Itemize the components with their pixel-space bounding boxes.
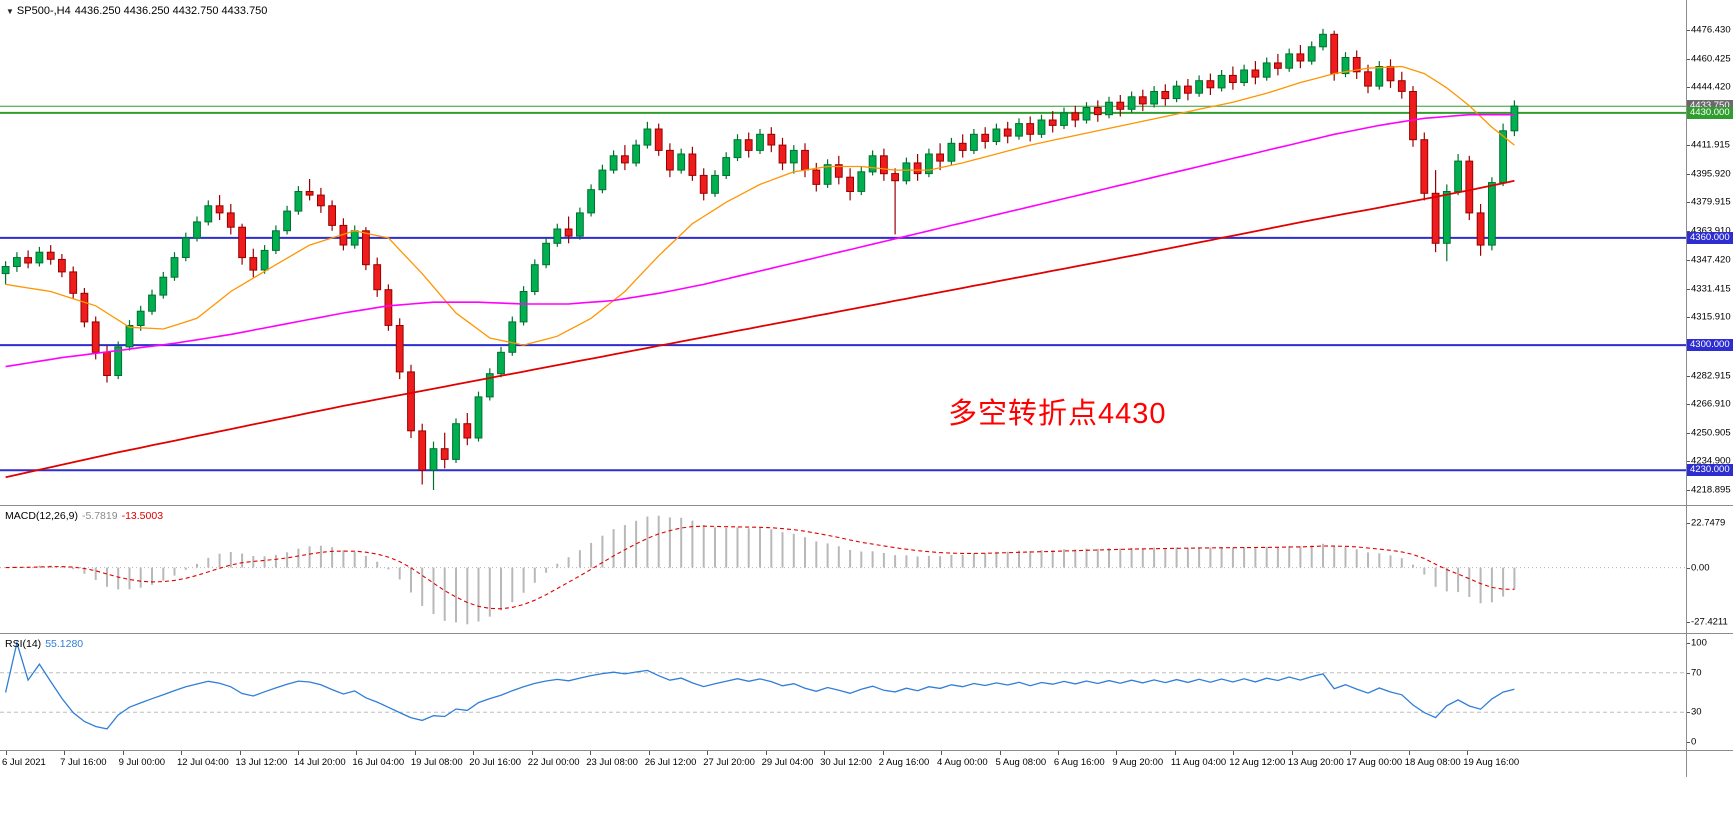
axis-separator-line — [1686, 0, 1687, 777]
rsi-tick-label: 70 — [1691, 667, 1702, 679]
macd-chart[interactable] — [0, 507, 1686, 633]
rsi-panel[interactable]: RSI(14) 55.1280 — [0, 635, 1686, 750]
price-tick-label: 4460.425 — [1691, 53, 1731, 64]
price-tick-label: 4363.910 — [1691, 226, 1731, 237]
time-axis-label: 17 Aug 00:00 — [1346, 757, 1403, 768]
time-axis-label: 20 Jul 16:00 — [469, 757, 522, 768]
time-axis-label: 13 Aug 20:00 — [1287, 757, 1344, 768]
time-axis-label: 16 Jul 04:00 — [352, 757, 405, 768]
time-axis-label: 5 Aug 08:00 — [995, 757, 1047, 768]
panel-separator — [0, 750, 1733, 751]
macd-signal-value: -13.5003 — [121, 510, 164, 522]
time-axis-label: 7 Jul 16:00 — [60, 757, 107, 768]
time-axis[interactable]: 6 Jul 2021 7 Jul 16:00 9 Jul 00:00 12 Jul 0… — [0, 751, 1733, 777]
time-axis-label: 4 Aug 00:00 — [937, 757, 988, 768]
ohlc-values: 4436.250 4436.250 4432.750 4433.750 — [74, 5, 268, 17]
time-axis-label: 6 Aug 16:00 — [1053, 757, 1105, 768]
time-axis-label: 6 Jul 2021 — [2, 757, 46, 768]
time-axis-label: 19 Aug 16:00 — [1463, 757, 1520, 768]
time-axis-label: 30 Jul 12:00 — [820, 757, 872, 768]
time-axis-label: 26 Jul 12:00 — [644, 757, 697, 768]
rsi-axis[interactable]: 100 70 30 0 — [1686, 635, 1733, 750]
ma-fast-orange — [5, 65, 1515, 346]
price-tick-label: 4331.415 — [1691, 283, 1731, 295]
time-axis-label: 12 Jul 04:00 — [177, 757, 229, 768]
rsi-line — [4, 640, 1515, 730]
chart-legend: ▼ SP500-,H4 4436.250 4436.250 4432.750 443… — [6, 5, 267, 17]
macd-tick-label: 0.00 — [1691, 562, 1710, 574]
panel-separator[interactable] — [0, 505, 1733, 506]
price-tick-label: 4379.915 — [1691, 196, 1731, 208]
time-axis-label: 27 Jul 20:00 — [703, 757, 755, 768]
rsi-label: RSI(14) — [5, 638, 42, 650]
time-axis-label: 22 Jul 00:00 — [527, 757, 580, 768]
macd-label: MACD(12,26,9) — [5, 510, 78, 522]
time-axis-label: 12 Aug 12:00 — [1229, 757, 1286, 768]
price-tick-label: 4347.420 — [1691, 254, 1731, 266]
price-tick-label: 4476.430 — [1691, 24, 1731, 36]
price-tick-label: 4444.420 — [1691, 81, 1731, 93]
ma-slow-red — [5, 179, 1515, 479]
symbol-period-label: SP500-,H4 — [16, 5, 71, 17]
price-tick-label: 4218.895 — [1691, 484, 1731, 496]
price-tick-label: 4315.910 — [1691, 311, 1731, 323]
panel-separator[interactable] — [0, 633, 1733, 634]
price-badge: 4360.000 — [1687, 231, 1733, 244]
price-tick-label: 4282.915 — [1691, 370, 1731, 382]
rsi-tick-label: 0 — [1691, 736, 1697, 748]
time-axis-label: 23 Jul 08:00 — [586, 757, 638, 768]
macd-legend: MACD(12,26,9) -5.7819 -13.5003 — [5, 510, 163, 522]
price-badge: 4300.000 — [1687, 339, 1733, 352]
time-axis-label: 29 Jul 04:00 — [761, 757, 814, 768]
macd-axis[interactable]: 22.7479 0.00 -27.4211 — [1686, 507, 1733, 633]
price-chart-panel[interactable]: ▼ SP500-,H4 4436.250 4436.250 4432.750 443… — [0, 0, 1686, 505]
time-axis-label: 9 Jul 00:00 — [118, 757, 166, 768]
rsi-value: 55.1280 — [45, 638, 84, 650]
ma-mid-magenta — [5, 113, 1515, 368]
macd-histogram — [15, 515, 1516, 625]
macd-signal-line — [5, 525, 1515, 610]
rsi-chart[interactable] — [0, 635, 1686, 750]
rsi-tick-label: 100 — [1691, 637, 1707, 649]
time-axis-label: 9 Aug 20:00 — [1112, 757, 1164, 768]
horizontal-lines[interactable] — [0, 105, 1686, 472]
chart-annotation-text[interactable]: 多空转折点4430 — [948, 398, 1167, 430]
macd-tick-label: -27.4211 — [1691, 616, 1728, 628]
macd-panel[interactable]: MACD(12,26,9) -5.7819 -13.5003 — [0, 507, 1686, 633]
time-axis-label: 2 Aug 16:00 — [878, 757, 930, 768]
candlestick-chart[interactable] — [0, 0, 1686, 505]
price-tick-label: 4411.915 — [1691, 139, 1730, 151]
price-tick-label: 4234.900 — [1691, 455, 1731, 467]
price-tick-label: 4395.920 — [1691, 168, 1731, 180]
candles — [1, 28, 1519, 490]
price-tick-label: 4266.910 — [1691, 398, 1731, 410]
macd-tick-label: 22.7479 — [1691, 517, 1726, 528]
price-tick-label: 4250.905 — [1691, 427, 1731, 439]
rsi-tick-label: 30 — [1691, 706, 1702, 718]
macd-main-value: -5.7819 — [81, 510, 118, 522]
time-axis-label: 19 Jul 08:00 — [410, 757, 463, 768]
time-axis-label: 18 Aug 08:00 — [1404, 757, 1461, 768]
price-badge: 4230.000 — [1687, 464, 1733, 477]
price-axis[interactable]: 4476.4304460.4254444.4204428.4204411.915… — [1686, 0, 1733, 505]
rsi-legend: RSI(14) 55.1280 — [5, 638, 83, 650]
chart-menu-icon[interactable]: ▼ — [6, 6, 14, 16]
time-axis-label: 13 Jul 12:00 — [235, 757, 288, 768]
price-badge: 4430.000 — [1687, 106, 1733, 119]
time-axis-label: 11 Aug 04:00 — [1170, 757, 1227, 768]
time-axis-label: 14 Jul 20:00 — [293, 757, 346, 768]
